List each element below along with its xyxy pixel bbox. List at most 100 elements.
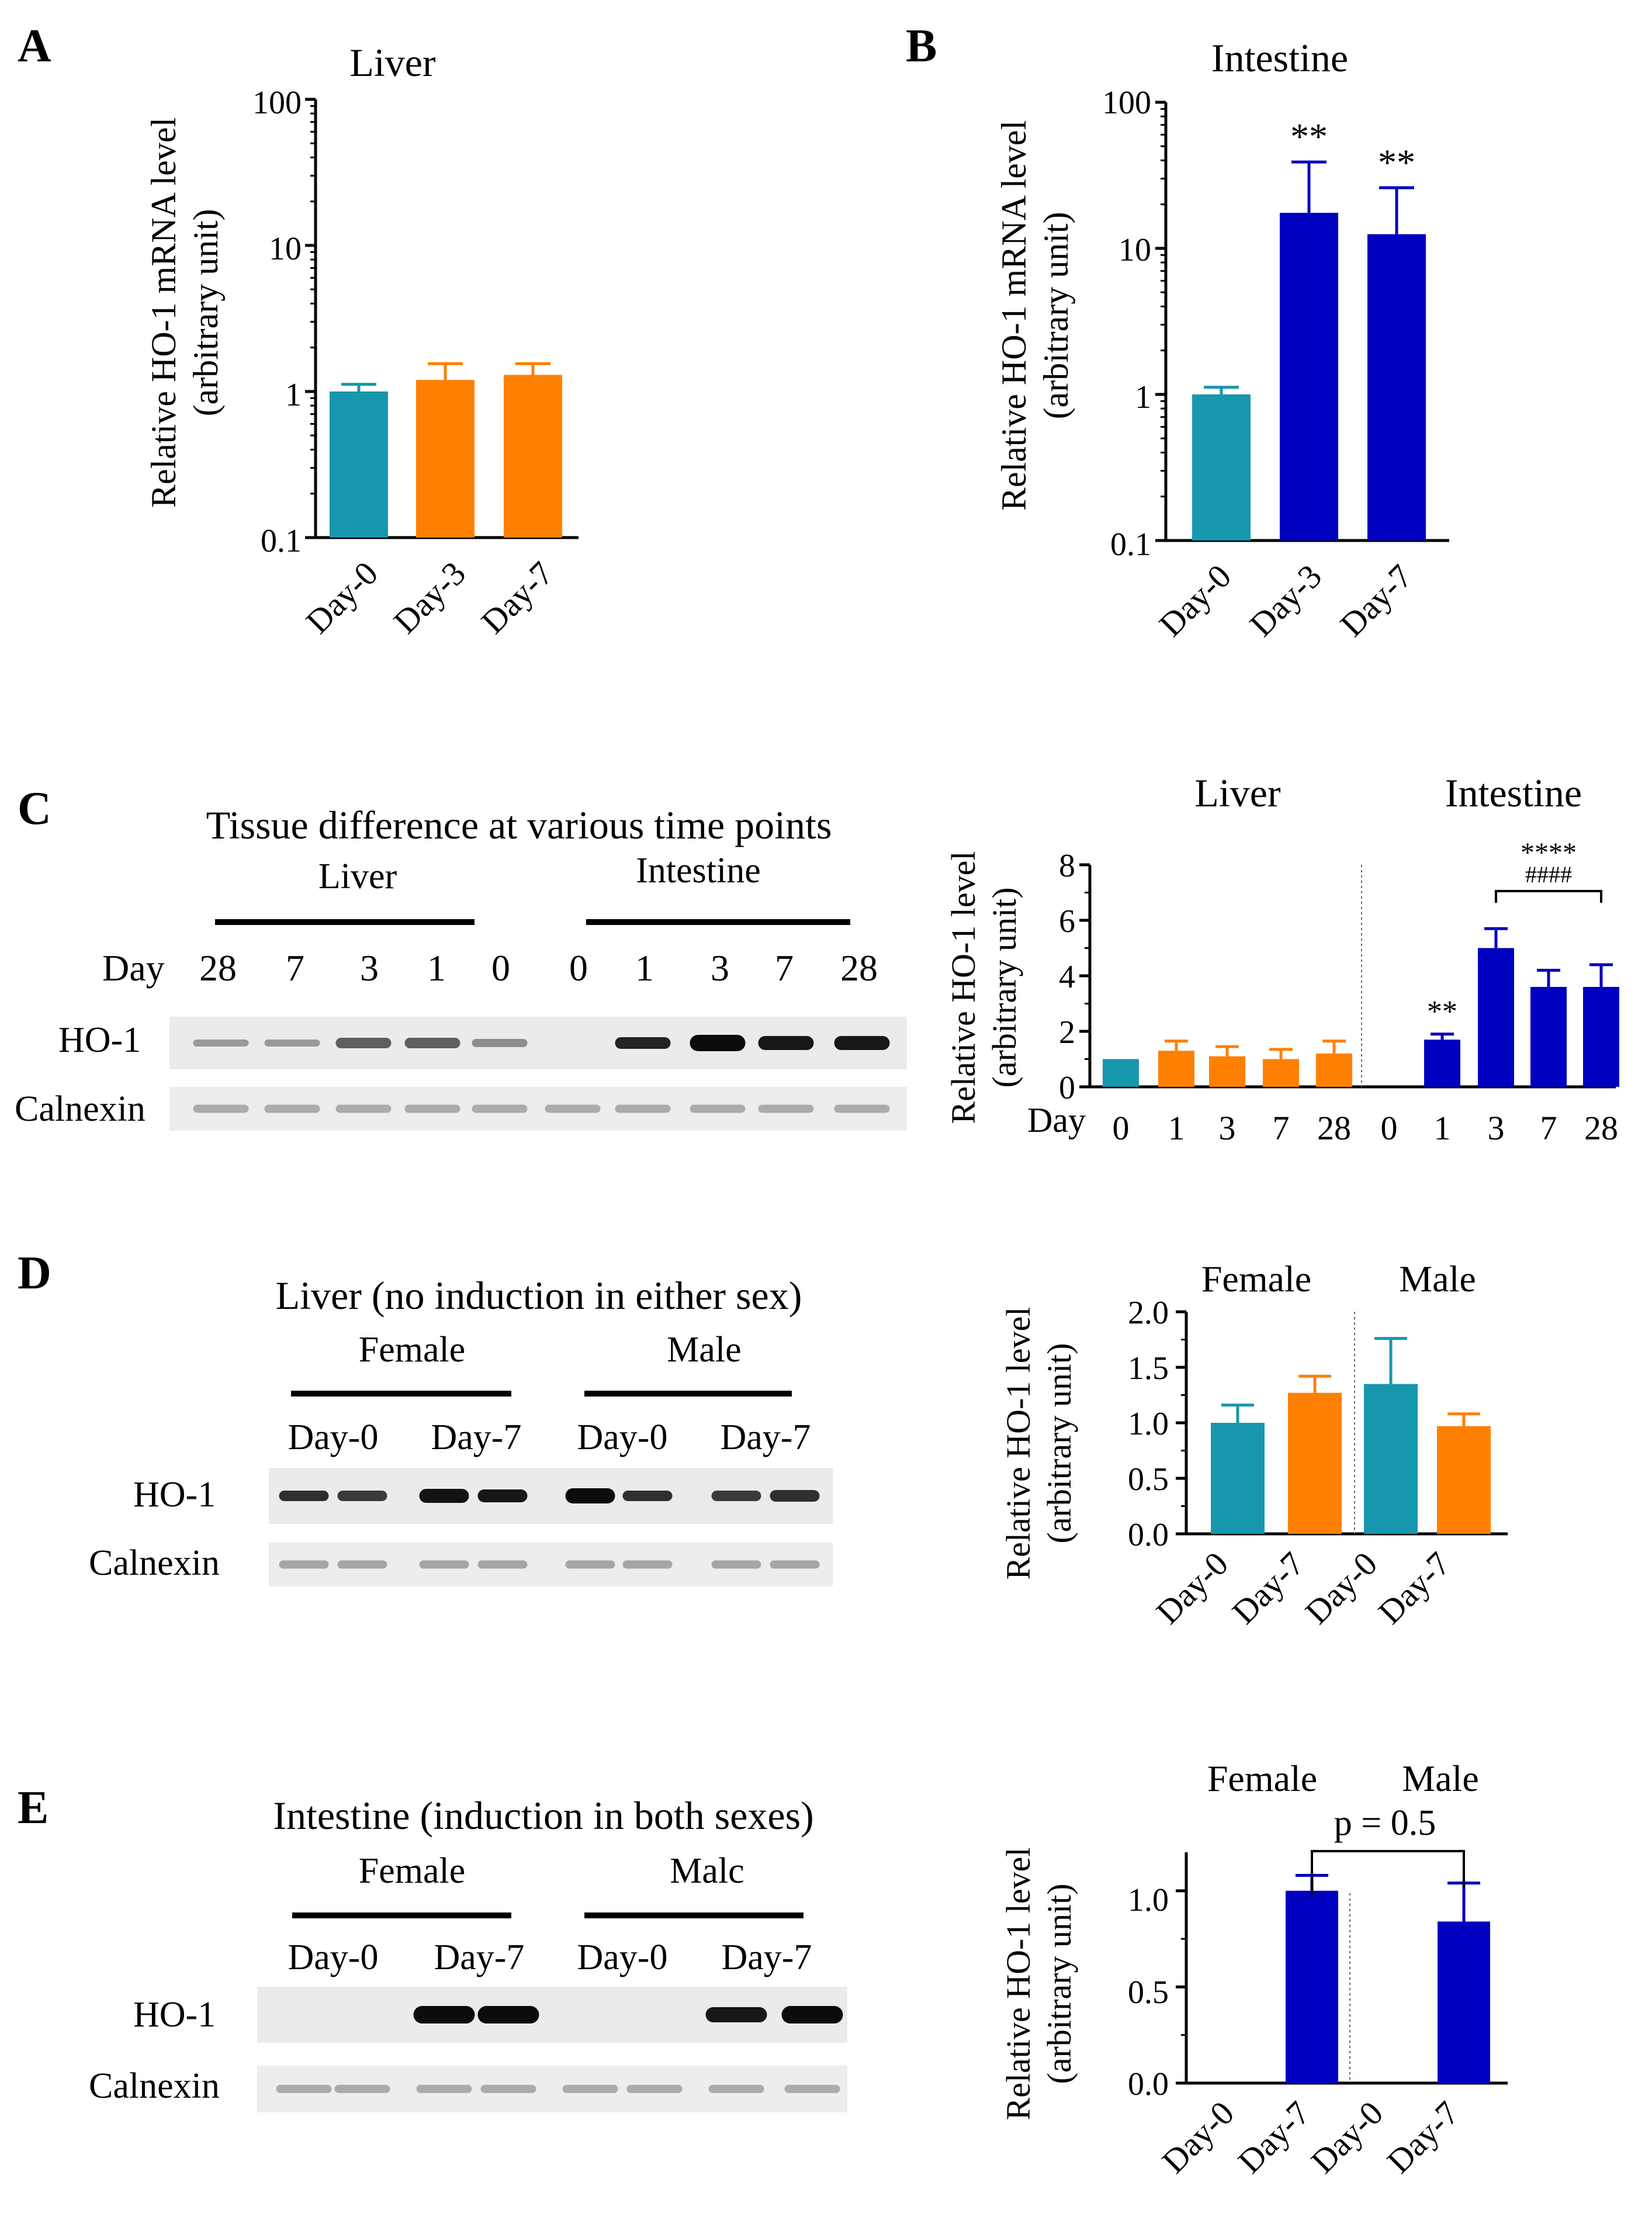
panel-d-blot-group-male: Male	[667, 1330, 741, 1370]
bar	[1209, 1056, 1245, 1087]
panel-b-ylabel: Relative HO-1 mRNA level (arbitrary unit…	[995, 120, 1075, 511]
panel-c-ytick-label: 6	[1059, 903, 1075, 940]
panel-d-chart-group-female: Female	[1201, 1258, 1311, 1300]
blot-band	[335, 1104, 392, 1113]
panel-letter-b: B	[906, 20, 937, 72]
panel-d: D Liver (no induction in either sex) Fem…	[18, 1248, 1508, 1631]
panel-a-title: Liver	[349, 40, 436, 85]
panel-e-chart-group-male: Male	[1402, 1758, 1479, 1799]
panel-d-blot-group-female: Female	[359, 1330, 466, 1370]
panel-c-xtick-label: 7	[1540, 1109, 1557, 1147]
panel-b-xtick-label: Day-7	[1333, 557, 1419, 643]
panel-letter-c: C	[18, 783, 51, 834]
blot-band	[477, 1489, 528, 1502]
panel-d-blot-row-calnexin: Calnexin	[89, 1543, 220, 1583]
blot-band	[758, 1104, 814, 1113]
panel-c-ylabel-line1: Relative HO-1 level	[944, 851, 982, 1124]
blot-band	[690, 1035, 746, 1051]
blot-band	[404, 1038, 460, 1048]
bar	[1424, 1040, 1460, 1087]
panel-a-xtick-labels: Day-0 Day-3 Day-7	[299, 554, 560, 640]
bar	[1288, 1392, 1342, 1534]
bar	[1478, 948, 1514, 1087]
bar	[504, 375, 562, 538]
blot-lane-label: 7	[775, 947, 794, 989]
blot-band	[545, 1104, 601, 1113]
blot-band	[565, 1488, 615, 1503]
panel-e-chart-group-female: Female	[1207, 1758, 1317, 1799]
panel-c-xtick-label: 1	[1168, 1109, 1185, 1147]
blot-band	[404, 1104, 460, 1113]
panel-c-ylabel: Relative HO-1 level (arbitrary unit)	[944, 851, 1023, 1124]
blot-lane-group-label: Day-0	[577, 1938, 668, 1977]
blot-strip	[169, 1087, 907, 1131]
panel-d-ytick-label: 1.0	[1128, 1406, 1169, 1442]
panel-e-blot-group-male: Malc	[670, 1851, 744, 1891]
blot-band	[276, 2085, 332, 2093]
bar	[1316, 1054, 1352, 1087]
panel-letter-e: E	[18, 1782, 49, 1834]
significance-label: **	[1290, 116, 1328, 157]
panel-d-ytick-label: 1.5	[1128, 1350, 1169, 1387]
blot-band	[419, 1489, 469, 1503]
bar	[330, 391, 388, 538]
blot-lane-label: 1	[427, 947, 446, 989]
blot-band	[337, 1491, 387, 1501]
panel-e-xtick-label: Day-0	[1155, 2094, 1241, 2180]
panel-b-title: Intestine	[1211, 36, 1348, 80]
bar	[1103, 1059, 1139, 1087]
bar	[1437, 1426, 1491, 1534]
bar	[1158, 1051, 1194, 1087]
blot-band	[264, 1040, 320, 1047]
panel-e-xtick-label: Day-0	[1304, 2094, 1390, 2180]
panel-c-lane-labels: 28 7 3 1 0 0 1 3 7 28	[199, 947, 878, 989]
panel-c-xtick-label: 28	[1317, 1109, 1351, 1147]
blot-lane-group-label: Day-0	[288, 1938, 379, 1977]
blot-band	[279, 1491, 329, 1501]
significance-label: **	[1378, 141, 1415, 183]
panel-c-xtick-label: 0	[1113, 1109, 1130, 1147]
panel-d-xtick-label: Day-0	[1149, 1544, 1235, 1631]
panel-e-ytick-label: 0.5	[1128, 1974, 1169, 2011]
panel-d-ylabel-line1: Relative HO-1 level	[999, 1307, 1037, 1579]
blot-band	[472, 1104, 528, 1113]
panel-c-ytick-label: 2	[1059, 1014, 1075, 1051]
blot-band	[758, 1036, 814, 1050]
blot-band	[622, 1560, 673, 1569]
blot-lane-group-label: Day-7	[722, 1938, 812, 1977]
panel-c-blot-group-liver: Liver	[318, 857, 397, 896]
panel-a-xtick-label: Day-0	[299, 554, 385, 640]
panel-c-blot-image	[169, 1017, 907, 1131]
blot-band	[770, 1490, 820, 1502]
panel-c-ytick-label: 0	[1059, 1070, 1075, 1106]
panel-e-blot-image	[257, 1987, 847, 2112]
panel-letter-d: D	[18, 1248, 51, 1299]
panel-e-blot-row-calnexin: Calnexin	[89, 2066, 220, 2106]
panel-a-ytick-label: 10	[269, 231, 302, 267]
panel-b-ytick-label: 0.1	[1110, 526, 1151, 563]
bar	[1286, 1890, 1338, 2083]
panel-e-blot-title: Intestine (induction in both sexes)	[273, 1793, 813, 1838]
bar	[1530, 987, 1567, 1087]
panel-b-xtick-label: Day-0	[1152, 557, 1238, 643]
panel-c-blot-group-intestine: Intestine	[636, 851, 761, 891]
panel-d-xtick-label: Day-7	[1225, 1544, 1311, 1631]
blot-lane-label: 0	[491, 947, 510, 989]
blot-lane-group-label: Day-7	[431, 1418, 522, 1457]
blot-band	[335, 1038, 392, 1048]
panel-c-blot-day-label: Day	[102, 947, 165, 989]
panel-e-ytick-label: 0.0	[1128, 2066, 1169, 2102]
panel-c-bracket-hashes: ####	[1525, 861, 1572, 888]
blot-band	[562, 2085, 618, 2093]
panel-b-ylabel-line2: (arbitrary unit)	[1037, 212, 1075, 420]
blot-band	[279, 1560, 329, 1569]
panel-d-blot-title: Liver (no induction in either sex)	[276, 1273, 802, 1318]
panel-c-xtick-label: 3	[1488, 1109, 1505, 1147]
blot-lane-group-label: Day-7	[721, 1418, 811, 1457]
panel-c-plot: **	[1079, 863, 1619, 1089]
blot-band	[834, 1036, 890, 1050]
panel-e-pvalue: p = 0.5	[1334, 1803, 1436, 1843]
blot-band	[615, 1037, 671, 1049]
blot-band	[416, 2085, 472, 2093]
panel-a-xtick-label: Day-3	[386, 554, 473, 640]
